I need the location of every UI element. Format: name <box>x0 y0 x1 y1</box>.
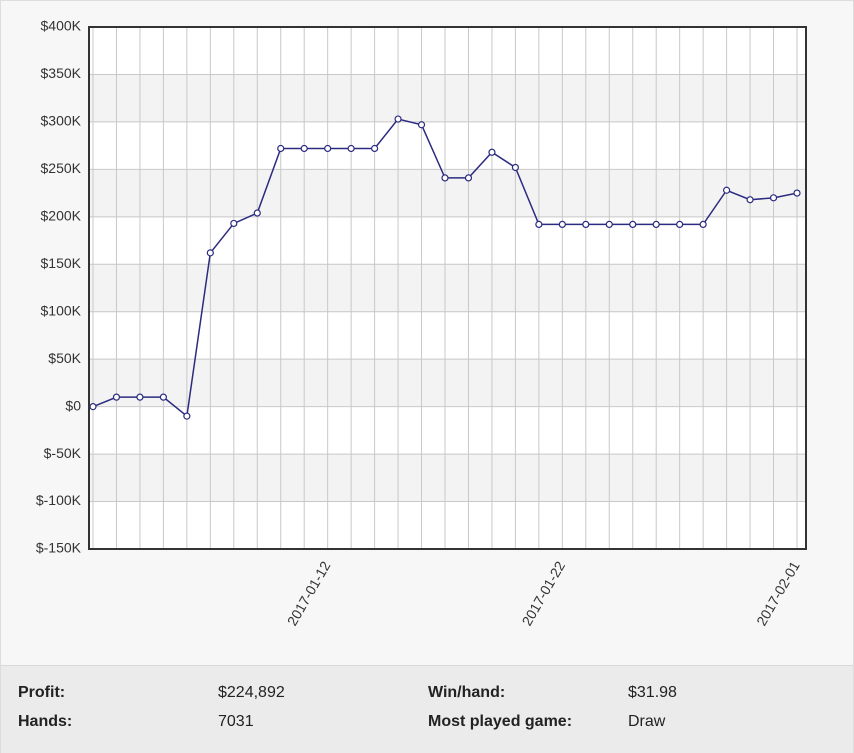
data-point <box>324 144 332 153</box>
y-tick-label: $-50K <box>44 445 82 461</box>
x-tick-label: 2017-01-12 <box>284 558 334 628</box>
x-tick-label: 2017-01-22 <box>518 558 568 628</box>
y-tick-label: $-100K <box>36 492 82 508</box>
data-point <box>394 115 402 123</box>
data-point <box>488 148 496 156</box>
stat-value: Draw <box>628 713 666 730</box>
chart: $-150K $-100K $-50K $0 $50K $100K $150K $200K $2… <box>36 18 807 628</box>
data-point <box>417 121 426 129</box>
stat-label: Profit: <box>18 684 66 701</box>
y-tick-label: $250K <box>41 160 82 176</box>
data-point <box>441 174 449 182</box>
grid-band <box>89 74 806 122</box>
stats-panel: Profit: $224,892 Win/hand: $31.98 Hands: 7031… <box>1 665 853 753</box>
data-point <box>746 196 754 204</box>
data-point <box>253 209 261 217</box>
data-point <box>159 393 167 401</box>
data-point <box>605 220 613 229</box>
data-point <box>230 219 238 228</box>
data-point <box>793 189 801 197</box>
data-point <box>535 220 543 229</box>
data-point <box>629 220 637 229</box>
stat-value: 7031 <box>218 713 254 730</box>
stat-value: $224,892 <box>218 684 285 701</box>
grid-band <box>89 359 806 407</box>
data-point <box>206 249 214 257</box>
data-point <box>347 144 355 153</box>
x-tick-label: 2017-02-01 <box>753 558 803 628</box>
data-point <box>371 144 379 153</box>
y-tick-label: $400K <box>41 18 82 34</box>
data-point <box>769 194 778 202</box>
data-point <box>676 220 684 229</box>
y-tick-label: $0 <box>65 397 81 413</box>
data-point <box>582 220 590 229</box>
y-tick-label: $100K <box>41 302 82 318</box>
stat-label: Win/hand: <box>428 684 506 701</box>
data-point <box>112 393 121 401</box>
data-point <box>464 174 473 182</box>
data-point <box>511 163 520 172</box>
y-tick-label: $150K <box>41 255 82 271</box>
data-point <box>300 144 308 153</box>
data-point <box>558 220 566 229</box>
stat-value: $31.98 <box>628 684 677 701</box>
y-tick-label: $300K <box>41 113 82 129</box>
stat-label: Hands: <box>18 713 73 730</box>
plot-border <box>88 26 807 550</box>
y-tick-label: $50K <box>48 350 81 366</box>
data-point <box>89 403 97 411</box>
y-tick-label: $-150K <box>36 540 82 556</box>
y-tick-label: $200K <box>41 208 82 224</box>
grid-band <box>89 264 806 312</box>
data-point <box>652 220 660 229</box>
data-point <box>277 144 285 153</box>
data-point <box>183 412 191 420</box>
data-point <box>722 186 731 194</box>
data-point <box>699 220 707 229</box>
y-tick-label: $350K <box>41 65 82 81</box>
data-point <box>136 393 144 401</box>
stat-label: Most played game: <box>428 713 573 730</box>
grid-band <box>89 454 806 502</box>
